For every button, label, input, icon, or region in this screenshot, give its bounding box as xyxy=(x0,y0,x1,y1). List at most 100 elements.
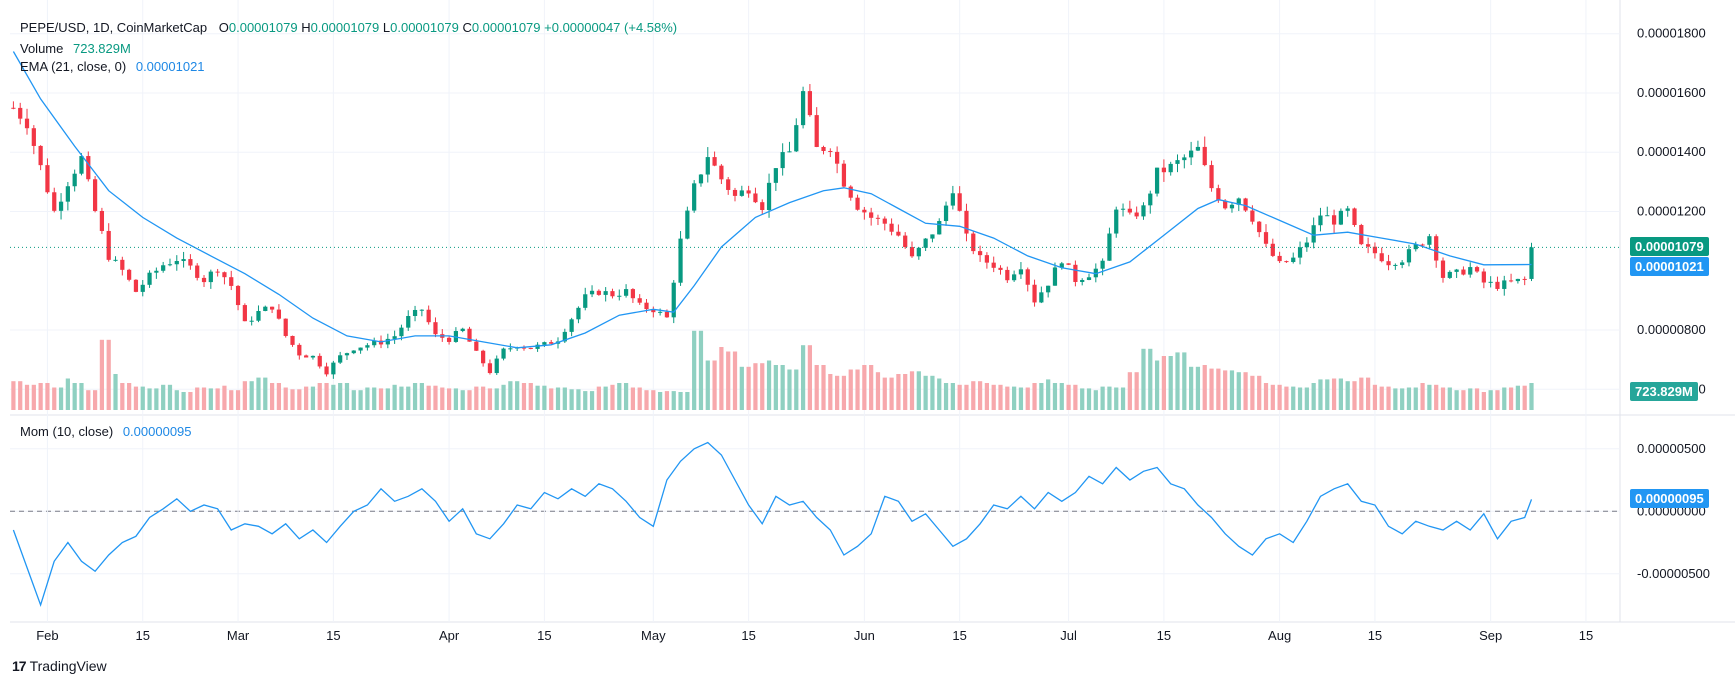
volume-bar xyxy=(991,384,996,410)
volume-bar xyxy=(412,383,418,410)
volume-bar xyxy=(1134,372,1139,410)
volume-bar xyxy=(909,371,915,410)
volume-bar xyxy=(324,383,329,410)
candle-body xyxy=(698,174,704,184)
volume-bar xyxy=(1291,386,1296,410)
volume-bar xyxy=(161,384,166,410)
chart-axes: 0.00001800 0.00001600 0.00001400 0.00001200… xyxy=(36,26,1710,643)
candle-body xyxy=(1052,267,1058,286)
volume-bar xyxy=(549,388,554,410)
volume-bar xyxy=(235,390,241,410)
volume-bar xyxy=(385,388,390,410)
volume-bar xyxy=(310,386,316,410)
candle-body xyxy=(1284,261,1289,263)
candle-body xyxy=(1189,150,1194,158)
volume-bar xyxy=(1093,390,1098,410)
volume-bar xyxy=(140,386,145,410)
open-value: 0.00001079 xyxy=(228,20,298,35)
candle-body xyxy=(943,205,949,222)
volume-label[interactable]: Volume xyxy=(20,41,64,56)
candle-body xyxy=(1114,209,1119,234)
candle-body xyxy=(1086,277,1092,280)
volume-bar xyxy=(766,360,772,410)
volume-bar xyxy=(1120,387,1126,410)
volume-bar xyxy=(1114,387,1119,410)
volume-bar xyxy=(828,374,833,410)
candle-body xyxy=(1012,274,1017,281)
volume-bar xyxy=(1352,381,1357,410)
candle-body xyxy=(841,163,847,187)
volume-bar xyxy=(814,365,819,410)
candle-body xyxy=(835,151,840,164)
symbol-label[interactable]: PEPE/USD, 1D, CoinMarketCap xyxy=(20,20,208,35)
volume-bar xyxy=(712,360,717,410)
volume-bar xyxy=(372,387,377,410)
volume-bar xyxy=(1154,360,1160,410)
price-tick-label: 0.00001800 xyxy=(1637,26,1706,41)
volume-bar xyxy=(950,383,955,410)
candle-body xyxy=(1474,267,1480,272)
volume-bar xyxy=(576,389,581,410)
volume-bar xyxy=(378,388,384,410)
candle-body xyxy=(419,309,424,311)
candle-body xyxy=(1420,244,1425,246)
volume-bar xyxy=(31,384,36,410)
candle-body xyxy=(276,309,282,319)
candle-body xyxy=(549,342,554,344)
candle-body xyxy=(385,338,390,345)
volume-bar xyxy=(1461,390,1466,410)
candle-body xyxy=(460,328,465,332)
time-tick-label: Apr xyxy=(439,628,460,643)
volume-bar xyxy=(1359,377,1364,410)
volume-bar xyxy=(1263,383,1269,410)
candle-body xyxy=(256,310,261,321)
candle-body xyxy=(127,269,132,280)
candle-body xyxy=(310,355,316,358)
candle-body xyxy=(1134,212,1139,217)
ema-legend: EMA (21, close, 0) 0.00001021 xyxy=(20,59,205,74)
chart-grid xyxy=(10,0,1735,623)
candle-body xyxy=(1393,264,1398,266)
candle-body xyxy=(671,282,676,318)
candle-body xyxy=(766,182,772,211)
volume-bar xyxy=(290,389,295,410)
candle-body xyxy=(1311,225,1316,243)
ema-label[interactable]: EMA (21, close, 0) xyxy=(20,59,127,74)
volume-bar xyxy=(467,390,472,410)
momentum-line xyxy=(12,441,1533,608)
candle-body xyxy=(623,289,629,296)
volume-bar xyxy=(508,381,513,410)
volume-bar xyxy=(664,391,670,410)
volume-bar xyxy=(521,383,527,410)
candle-body xyxy=(181,259,186,262)
volume-bar xyxy=(1100,386,1105,410)
volume-bar xyxy=(1366,377,1371,410)
candle-body xyxy=(644,302,649,310)
volume-bar xyxy=(1243,372,1248,410)
candle-body xyxy=(433,322,438,335)
candle-body xyxy=(317,355,322,367)
time-tick-label: 15 xyxy=(537,628,551,643)
candle-body xyxy=(760,202,765,211)
volume-bar xyxy=(651,390,656,410)
volume-bar xyxy=(964,384,969,410)
candle-body xyxy=(501,348,506,359)
candle-body xyxy=(562,331,567,342)
tradingview-brand[interactable]: 17 TradingView xyxy=(12,658,107,674)
time-tick-label: 15 xyxy=(1157,628,1171,643)
volume-bar xyxy=(433,385,438,410)
candle-body xyxy=(140,284,145,292)
candle-body xyxy=(1120,208,1126,210)
last-price-tag: 0.00001079 xyxy=(1630,237,1709,257)
volume-bar xyxy=(937,378,942,410)
candle-body xyxy=(290,335,295,345)
candle-body xyxy=(651,309,656,313)
candle-body xyxy=(1379,253,1384,262)
momentum-label[interactable]: Mom (10, close) xyxy=(20,424,114,439)
volume-value: 723.829M xyxy=(73,41,131,56)
candle-body xyxy=(1141,205,1146,217)
candle-body xyxy=(862,209,867,213)
candle-body xyxy=(406,316,411,328)
candle-body xyxy=(52,192,57,211)
